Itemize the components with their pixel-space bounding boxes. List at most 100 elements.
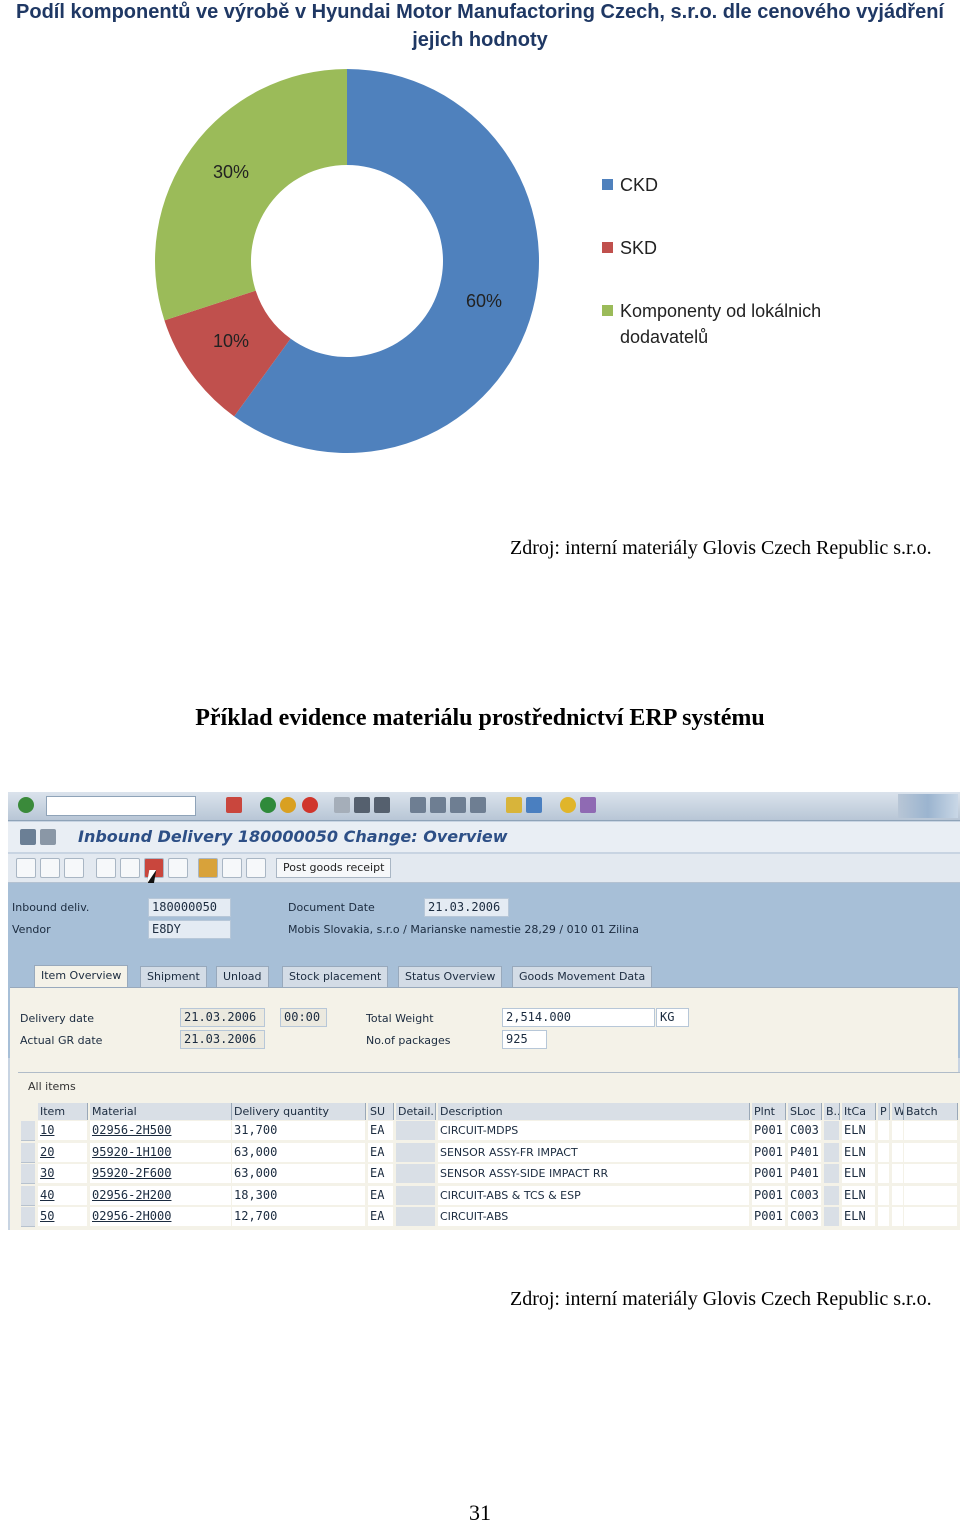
batch-split-icon[interactable] (222, 858, 242, 878)
table-cell[interactable]: EA (368, 1142, 393, 1162)
table-cell[interactable]: ELN (842, 1207, 875, 1226)
row-selector[interactable] (21, 1164, 35, 1184)
weight-unit-field[interactable]: KG (656, 1008, 689, 1027)
table-cell[interactable]: P001 (752, 1121, 785, 1140)
table-cell[interactable]: 12,700 (232, 1207, 365, 1226)
table-cell[interactable]: P001 (752, 1185, 785, 1205)
next-page-icon[interactable] (450, 797, 466, 813)
find-icon[interactable] (354, 797, 370, 813)
table-cell[interactable] (904, 1207, 957, 1226)
tab-unload[interactable]: Unload (216, 966, 269, 987)
table-cell[interactable]: P001 (752, 1207, 785, 1226)
tab-status-overview[interactable]: Status Overview (398, 966, 503, 987)
column-header[interactable]: Plnt (752, 1103, 786, 1120)
column-header[interactable]: SU (368, 1103, 394, 1120)
tab-shipment[interactable]: Shipment (140, 966, 207, 987)
post-goods-receipt-button[interactable]: Post goods receipt (276, 858, 392, 878)
column-header[interactable]: Material (90, 1103, 232, 1120)
table-cell[interactable] (892, 1207, 903, 1226)
grid-settings-icon[interactable] (246, 858, 266, 878)
column-header[interactable]: W. (892, 1103, 904, 1120)
column-header[interactable]: SLoc (788, 1103, 822, 1120)
actual-gr-date-field[interactable]: 21.03.2006 (180, 1030, 265, 1049)
hat-icon[interactable] (144, 858, 164, 878)
column-header[interactable]: Detail... (396, 1103, 436, 1120)
table-cell[interactable]: 10 (38, 1121, 87, 1140)
find-next-icon[interactable] (374, 797, 390, 813)
column-header[interactable]: ItCa (842, 1103, 876, 1120)
table-cell[interactable] (904, 1142, 957, 1162)
copy-icon[interactable] (40, 858, 60, 878)
table-cell[interactable]: 95920-2F600 (90, 1164, 231, 1183)
table-cell[interactable]: 02956-2H200 (90, 1185, 231, 1205)
table-cell[interactable] (396, 1185, 435, 1205)
table-cell[interactable]: 95920-1H100 (90, 1142, 231, 1162)
save-icon[interactable] (226, 797, 242, 813)
table-cell[interactable]: 40 (38, 1185, 87, 1205)
table-cell[interactable] (396, 1207, 435, 1226)
table-cell[interactable]: ELN (842, 1185, 875, 1205)
item-details-icon[interactable] (168, 858, 188, 878)
delete-icon[interactable] (64, 858, 84, 878)
table-cell[interactable]: EA (368, 1121, 393, 1140)
exit-icon[interactable] (280, 797, 296, 813)
table-cell[interactable]: 18,300 (232, 1185, 365, 1205)
table-cell[interactable]: SENSOR ASSY-FR IMPACT (438, 1142, 749, 1162)
table-cell[interactable]: 31,700 (232, 1121, 365, 1140)
shortcut-icon[interactable] (526, 797, 542, 813)
tab-item-overview[interactable]: Item Overview (34, 965, 129, 988)
table-cell[interactable]: EA (368, 1185, 393, 1205)
table-cell[interactable] (824, 1164, 839, 1183)
table-cell[interactable] (878, 1207, 889, 1226)
column-header[interactable]: Batch (904, 1103, 958, 1120)
table-cell[interactable] (878, 1164, 889, 1183)
other-delivery-icon[interactable] (40, 829, 56, 845)
table-cell[interactable]: SENSOR ASSY-SIDE IMPACT RR (438, 1164, 749, 1183)
row-selector[interactable] (21, 1142, 35, 1163)
document-date-field[interactable]: 21.03.2006 (424, 898, 509, 917)
table-cell[interactable]: 30 (38, 1164, 87, 1183)
table-cell[interactable] (824, 1121, 839, 1140)
last-page-icon[interactable] (470, 797, 486, 813)
delivery-date-field[interactable]: 21.03.2006 (180, 1008, 265, 1027)
column-header[interactable]: B.. (824, 1103, 840, 1120)
column-header[interactable]: Delivery quantity (232, 1103, 366, 1120)
table-cell[interactable]: 02956-2H500 (90, 1121, 231, 1140)
table-cell[interactable] (892, 1185, 903, 1205)
table-cell[interactable]: EA (368, 1207, 393, 1226)
table-cell[interactable]: 20 (38, 1142, 87, 1162)
table-cell[interactable] (824, 1142, 839, 1162)
packing-icon[interactable] (198, 858, 218, 878)
partner-icon[interactable] (120, 858, 140, 878)
table-cell[interactable] (892, 1142, 903, 1162)
back-icon[interactable] (260, 797, 276, 813)
row-selector[interactable] (21, 1121, 35, 1141)
table-cell[interactable]: C003 (788, 1121, 821, 1140)
column-header[interactable]: Item (38, 1103, 88, 1120)
table-cell[interactable]: CIRCUIT-ABS (438, 1207, 749, 1226)
delivery-time-field[interactable]: 00:00 (280, 1008, 327, 1027)
table-cell[interactable]: ELN (842, 1121, 875, 1140)
table-cell[interactable] (892, 1121, 903, 1140)
table-cell[interactable] (892, 1164, 903, 1183)
table-cell[interactable] (824, 1185, 839, 1205)
table-cell[interactable] (904, 1121, 957, 1140)
table-cell[interactable]: ELN (842, 1164, 875, 1183)
command-field[interactable] (46, 796, 196, 816)
table-cell[interactable] (396, 1164, 435, 1183)
display-change-icon[interactable] (20, 829, 36, 845)
print-icon[interactable] (334, 797, 350, 813)
inbound-deliv-field[interactable]: 180000050 (148, 898, 231, 917)
table-cell[interactable]: 63,000 (232, 1142, 365, 1162)
packages-field[interactable]: 925 (502, 1030, 547, 1049)
table-cell[interactable] (396, 1121, 435, 1140)
table-cell[interactable]: P001 (752, 1142, 785, 1162)
table-cell[interactable]: 50 (38, 1207, 87, 1226)
new-session-icon[interactable] (506, 797, 522, 813)
table-cell[interactable] (878, 1142, 889, 1162)
edit-icon[interactable] (16, 858, 36, 878)
row-selector[interactable] (21, 1207, 35, 1227)
header-details-icon[interactable] (96, 858, 116, 878)
table-cell[interactable] (878, 1185, 889, 1205)
table-cell[interactable]: CIRCUIT-ABS & TCS & ESP (438, 1185, 749, 1205)
